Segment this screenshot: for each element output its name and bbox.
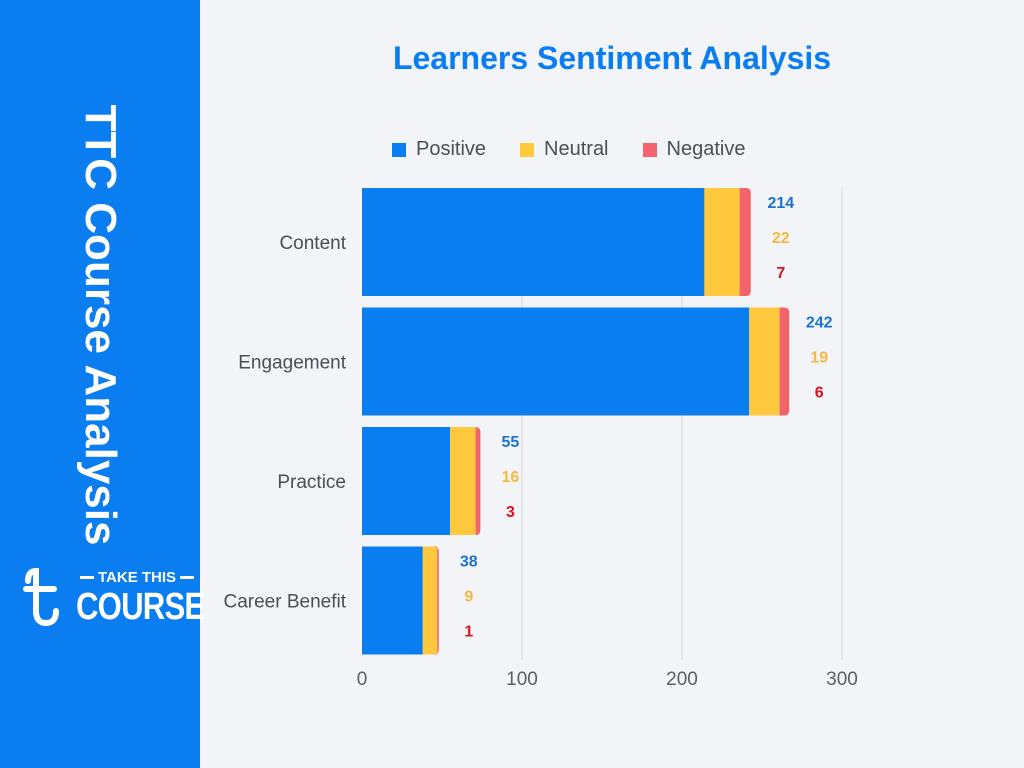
legend-label-neutral: Neutral (544, 138, 609, 160)
data-label-practice-negative: 3 (506, 504, 515, 521)
legend-item-positive: Positive (392, 138, 486, 161)
bar-practice-neutral (450, 427, 476, 535)
t-letter-icon (23, 567, 59, 627)
category-label-practice: Practice (277, 472, 346, 493)
data-label-career-benefit-positive: 38 (460, 554, 478, 571)
legend-label-positive: Positive (416, 138, 487, 160)
logo-bottom-text: COURSE (76, 586, 205, 628)
legend-swatch-neutral (520, 142, 535, 157)
bar-content-positive (362, 188, 705, 296)
bar-engagement-positive (362, 307, 750, 416)
bar-engagement-neutral (749, 307, 780, 416)
x-tick-label-0: 0 (357, 669, 368, 690)
data-label-content-neutral: 22 (772, 230, 790, 247)
legend-swatch-negative (642, 142, 657, 157)
data-label-engagement-negative: 6 (815, 385, 824, 402)
bar-career-benefit-positive (362, 546, 423, 655)
bar-practice-positive (362, 427, 450, 535)
x-tick-label-100: 100 (506, 669, 538, 690)
bar-content-neutral (704, 188, 740, 296)
data-label-engagement-neutral: 19 (810, 350, 828, 367)
chart-legend: Positive Neutral Negative (392, 138, 745, 161)
data-label-practice-positive: 55 (502, 434, 520, 451)
bar-practice-negative (475, 427, 481, 535)
data-label-practice-neutral: 16 (502, 469, 520, 486)
legend-swatch-positive (392, 142, 406, 157)
bar-engagement-negative (779, 307, 790, 416)
data-label-engagement-positive: 242 (806, 315, 833, 332)
data-label-career-benefit-neutral: 9 (464, 589, 473, 606)
data-label-content-negative: 7 (776, 265, 785, 282)
bar-career-benefit-negative (433, 546, 439, 655)
sidebar: TTC Course Analysis TAKE THIS COURSE (0, 0, 205, 768)
x-tick-label-200: 200 (666, 669, 698, 690)
category-label-engagement: Engagement (238, 353, 346, 374)
data-label-content-positive: 214 (767, 195, 794, 212)
logo-top-text: TAKE THIS (76, 569, 198, 586)
category-label-career-benefit: Career Benefit (223, 592, 346, 613)
chart-title: Learners Sentiment Analysis (392, 40, 832, 76)
bar-content-negative (739, 188, 751, 296)
category-label-content: Content (279, 233, 346, 254)
legend-item-neutral: Neutral (520, 138, 609, 161)
bar-career-benefit-neutral (422, 546, 438, 655)
legend-item-negative: Negative (642, 138, 746, 161)
take-this-course-logo: TAKE THIS COURSE (22, 565, 205, 635)
data-label-career-benefit-negative: 1 (464, 624, 473, 641)
legend-label-negative: Negative (666, 138, 746, 160)
x-tick-label-300: 300 (826, 669, 858, 690)
